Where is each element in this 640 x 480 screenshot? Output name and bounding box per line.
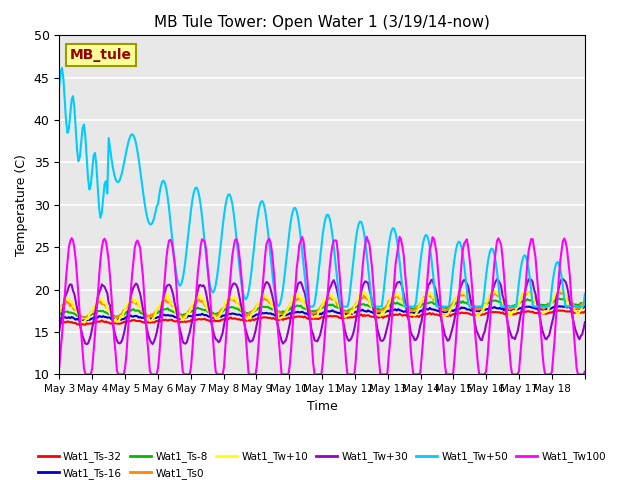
Wat1_Tw100 bbox=[511, 372, 519, 377]
Wat1_Ts-16 bbox=[56, 317, 63, 323]
Wat1_Ts-32 bbox=[73, 322, 81, 327]
Wat1_Tw100 bbox=[73, 275, 81, 280]
Wat1_Tw+10 bbox=[79, 319, 86, 325]
Wat1_Tw+10 bbox=[91, 305, 99, 311]
Wat1_Ts-32 bbox=[509, 312, 517, 317]
Wat1_Ts-16 bbox=[73, 316, 81, 322]
Line: Wat1_Tw100: Wat1_Tw100 bbox=[60, 237, 585, 374]
Wat1_Ts0 bbox=[327, 296, 335, 301]
Wat1_Ts-32 bbox=[91, 320, 99, 325]
Wat1_Ts0 bbox=[581, 299, 589, 304]
Wat1_Ts-16 bbox=[91, 314, 99, 320]
Wat1_Tw100 bbox=[327, 252, 335, 258]
Wat1_Ts-8 bbox=[509, 303, 517, 309]
Line: Wat1_Tw+10: Wat1_Tw+10 bbox=[60, 289, 585, 322]
Wat1_Ts-32 bbox=[555, 308, 563, 313]
Legend: Wat1_Ts-32, Wat1_Ts-16, Wat1_Ts-8, Wat1_Ts0, Wat1_Tw+10, Wat1_Tw+30, Wat1_Tw+50,: Wat1_Ts-32, Wat1_Ts-16, Wat1_Ts-8, Wat1_… bbox=[34, 447, 610, 480]
Line: Wat1_Ts-32: Wat1_Ts-32 bbox=[60, 311, 585, 325]
Wat1_Tw+30 bbox=[581, 319, 589, 325]
Wat1_Tw+50 bbox=[75, 158, 83, 164]
Wat1_Tw+30 bbox=[83, 341, 91, 347]
Wat1_Ts-16 bbox=[562, 303, 570, 309]
Line: Wat1_Ts0: Wat1_Ts0 bbox=[60, 292, 585, 319]
Wat1_Ts-8 bbox=[91, 310, 99, 316]
Wat1_Tw+50 bbox=[433, 304, 440, 310]
Wat1_Ts-16 bbox=[509, 307, 517, 312]
Wat1_Ts-16 bbox=[431, 307, 439, 313]
Wat1_Tw100 bbox=[433, 252, 440, 257]
Wat1_Tw+50 bbox=[58, 65, 66, 71]
Wat1_Tw+30 bbox=[73, 305, 81, 311]
Wat1_Ts-8 bbox=[431, 301, 439, 307]
Wat1_Tw+50 bbox=[305, 304, 313, 310]
Wat1_Tw+10 bbox=[327, 291, 335, 297]
Wat1_Tw+30 bbox=[509, 335, 517, 340]
Wat1_Tw+10 bbox=[509, 308, 517, 314]
Wat1_Tw+30 bbox=[580, 326, 588, 332]
Wat1_Tw100 bbox=[581, 369, 589, 374]
Wat1_Tw+30 bbox=[559, 276, 567, 282]
Wat1_Tw+30 bbox=[91, 310, 99, 316]
Wat1_Ts-32 bbox=[580, 310, 588, 315]
Wat1_Tw100 bbox=[56, 364, 63, 370]
Wat1_Ts0 bbox=[555, 289, 563, 295]
Wat1_Ts-32 bbox=[56, 321, 63, 326]
Wat1_Ts0 bbox=[90, 305, 97, 311]
Wat1_Tw+50 bbox=[511, 304, 519, 310]
Wat1_Tw+10 bbox=[581, 299, 589, 305]
Wat1_Ts-32 bbox=[327, 313, 335, 319]
Line: Wat1_Tw+30: Wat1_Tw+30 bbox=[60, 279, 585, 344]
Wat1_Ts-8 bbox=[56, 312, 63, 318]
Title: MB Tule Tower: Open Water 1 (3/19/14-now): MB Tule Tower: Open Water 1 (3/19/14-now… bbox=[154, 15, 490, 30]
Wat1_Ts-8 bbox=[555, 296, 563, 301]
Wat1_Ts0 bbox=[113, 316, 121, 322]
Wat1_Ts-16 bbox=[327, 308, 335, 314]
Wat1_Ts-16 bbox=[580, 305, 588, 311]
Y-axis label: Temperature (C): Temperature (C) bbox=[15, 154, 28, 256]
Wat1_Tw+10 bbox=[580, 301, 588, 307]
Wat1_Tw+30 bbox=[431, 285, 439, 291]
Wat1_Tw+50 bbox=[580, 303, 588, 309]
Wat1_Ts-32 bbox=[431, 312, 439, 318]
Wat1_Ts-16 bbox=[77, 318, 85, 324]
Text: MB_tule: MB_tule bbox=[70, 48, 132, 62]
Wat1_Ts-32 bbox=[581, 309, 589, 314]
Wat1_Tw100 bbox=[363, 234, 371, 240]
Wat1_Ts0 bbox=[73, 308, 81, 313]
Wat1_Ts0 bbox=[580, 300, 588, 305]
Wat1_Tw+10 bbox=[557, 287, 565, 292]
Wat1_Ts-16 bbox=[581, 303, 589, 309]
Wat1_Ts-8 bbox=[327, 302, 335, 308]
Wat1_Ts-32 bbox=[81, 322, 89, 328]
Wat1_Tw+50 bbox=[91, 150, 99, 156]
Wat1_Tw+50 bbox=[581, 291, 589, 297]
Wat1_Tw+30 bbox=[56, 328, 63, 334]
Wat1_Tw+50 bbox=[328, 232, 336, 238]
Wat1_Ts0 bbox=[431, 296, 439, 302]
X-axis label: Time: Time bbox=[307, 400, 337, 413]
Wat1_Tw+10 bbox=[56, 307, 63, 313]
Line: Wat1_Ts-16: Wat1_Ts-16 bbox=[60, 306, 585, 321]
Wat1_Tw+10 bbox=[431, 298, 439, 304]
Wat1_Tw100 bbox=[81, 372, 89, 377]
Wat1_Ts0 bbox=[56, 309, 63, 314]
Line: Wat1_Tw+50: Wat1_Tw+50 bbox=[60, 68, 585, 307]
Wat1_Tw+50 bbox=[56, 84, 63, 89]
Wat1_Tw+30 bbox=[327, 283, 335, 289]
Wat1_Ts0 bbox=[509, 306, 517, 312]
Wat1_Tw100 bbox=[91, 332, 99, 338]
Wat1_Tw+10 bbox=[73, 309, 81, 315]
Wat1_Ts-8 bbox=[84, 314, 92, 320]
Wat1_Ts-8 bbox=[580, 300, 588, 306]
Wat1_Ts-8 bbox=[73, 313, 81, 319]
Line: Wat1_Ts-8: Wat1_Ts-8 bbox=[60, 299, 585, 317]
Wat1_Ts-8 bbox=[581, 300, 589, 305]
Wat1_Tw100 bbox=[580, 372, 588, 377]
